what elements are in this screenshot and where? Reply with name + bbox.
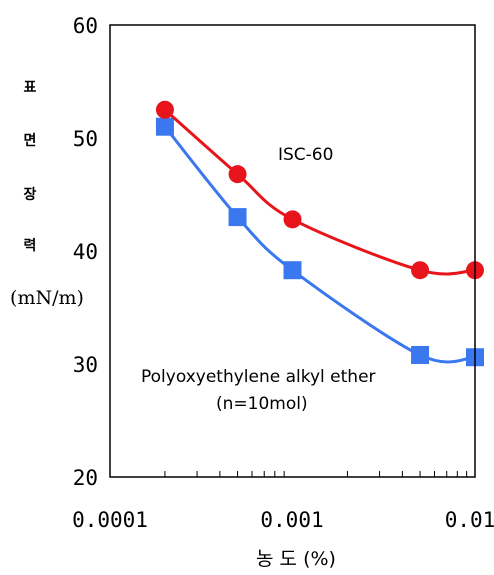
y-label-unit: (mN/m): [10, 287, 84, 309]
x-tick-label: 0.01: [445, 508, 494, 532]
data-point: [411, 345, 430, 364]
y-tick-label: 60: [73, 14, 98, 38]
y-tick-label: 40: [73, 240, 98, 264]
data-point: [283, 261, 302, 280]
series-label-polyoxyethylene-note: (n=10mol): [216, 394, 308, 414]
data-point: [228, 208, 247, 227]
series-label-polyoxyethylene: Polyoxyethylene alkyl ether: [141, 367, 376, 387]
y-label-char: 면: [24, 132, 37, 149]
y-tick-label: 50: [73, 127, 98, 151]
data-point: [228, 165, 247, 184]
series-label-isc-60: ISC-60: [278, 145, 333, 165]
data-point: [155, 100, 174, 119]
y-tick-label: 20: [73, 466, 98, 490]
y-label-char: 장: [24, 186, 37, 203]
y-axis-label: 표 면 장 력 (mN/m): [10, 80, 84, 309]
series-line-isc-60: [163, 108, 476, 276]
x-tick-label: 0.001: [260, 508, 323, 532]
data-point: [283, 210, 302, 229]
y-label-char: 력: [24, 238, 37, 254]
x-tick-label: 0.0001: [72, 508, 148, 532]
x-axis-label: 농 도 (%): [256, 548, 336, 570]
y-tick-label: 30: [73, 353, 98, 377]
y-axis-ticks: 60 50 40 30 20: [73, 14, 98, 490]
x-axis-ticks: 0.0001 0.001 0.01: [72, 508, 494, 532]
chart-marks: [155, 100, 484, 367]
data-point: [155, 117, 174, 136]
data-point: [411, 261, 430, 280]
y-label-char: 표: [24, 80, 37, 96]
plot-frame: [109, 24, 476, 478]
